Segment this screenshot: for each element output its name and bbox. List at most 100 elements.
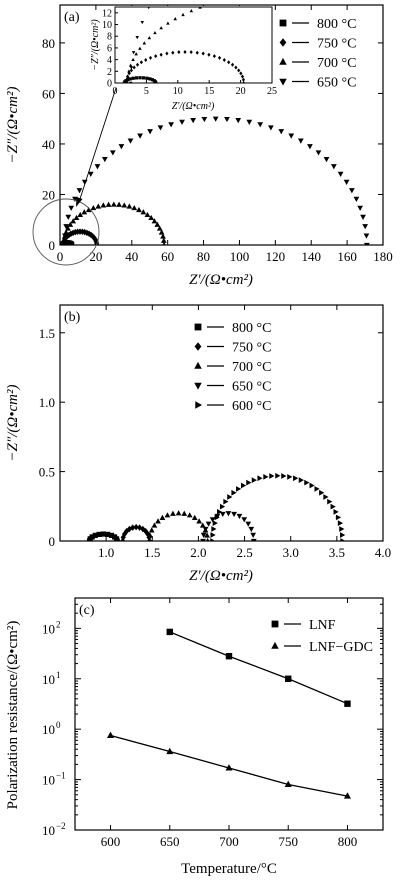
data-point — [199, 522, 206, 528]
x-tick-label: 0 — [57, 249, 64, 264]
data-point — [110, 201, 117, 207]
data-point — [92, 532, 98, 538]
x-tick-label: 650 — [160, 834, 180, 849]
data-point — [246, 479, 252, 486]
data-point — [148, 527, 155, 533]
legend-entry: 700 °C — [232, 360, 271, 375]
data-point — [225, 764, 233, 771]
data-point — [225, 653, 233, 660]
inset-data-point — [207, 52, 211, 57]
data-point — [126, 203, 133, 209]
x-tick-label: 20 — [89, 249, 102, 264]
x-tick-label: 120 — [266, 249, 286, 264]
inset-data-point — [154, 81, 158, 83]
data-point — [257, 122, 264, 128]
data-point — [154, 221, 161, 227]
data-point — [281, 473, 287, 479]
inset-data-point — [138, 46, 142, 50]
inset-data-point — [227, 60, 231, 65]
x-tick-label: 3.0 — [283, 545, 299, 560]
data-point — [353, 196, 360, 202]
data-point — [285, 675, 292, 682]
data-point — [166, 747, 174, 755]
x-tick-label: 4.0 — [375, 545, 391, 560]
data-point — [257, 475, 263, 482]
data-point — [225, 511, 232, 517]
data-point — [147, 129, 153, 135]
data-point — [109, 150, 116, 156]
data-point — [248, 526, 255, 533]
data-point — [333, 509, 339, 515]
data-point — [181, 510, 188, 516]
data-point — [61, 237, 67, 243]
data-point — [89, 534, 95, 540]
data-point — [151, 218, 158, 224]
panel-c-xlabel: Temperature/°C — [181, 861, 277, 877]
inset-data-point — [144, 57, 148, 62]
data-point — [133, 523, 139, 531]
data-point — [100, 531, 106, 537]
inset-data-point — [134, 52, 138, 56]
data-point — [250, 532, 257, 538]
data-point — [209, 517, 216, 523]
data-point — [284, 780, 292, 788]
data-point — [94, 164, 101, 170]
data-point — [263, 474, 269, 480]
y-tick-label: 0 — [49, 238, 56, 253]
data-point — [200, 538, 206, 541]
inset-data-point — [139, 60, 143, 65]
legend-marker — [279, 19, 287, 27]
legend-entry: 650 °C — [232, 380, 271, 395]
data-point — [160, 237, 167, 243]
x-tick-label: 160 — [337, 249, 357, 264]
panel-a-label: (a) — [64, 10, 80, 25]
data-point — [131, 204, 138, 211]
data-point — [288, 133, 295, 139]
inset-data-point — [217, 55, 222, 60]
inset-x-tick-label: 0 — [113, 86, 118, 97]
inset-data-point — [201, 51, 205, 56]
data-point — [191, 514, 198, 520]
legend-marker — [271, 641, 279, 649]
data-point — [164, 512, 171, 518]
data-point — [137, 133, 143, 139]
x-tick-label: 1.5 — [144, 545, 160, 560]
y-tick-exponent: 2 — [56, 619, 61, 629]
legend-entry: 750 °C — [317, 37, 356, 52]
data-point — [118, 144, 125, 150]
legend-entry: 700 °C — [317, 56, 356, 71]
data-point — [63, 229, 69, 235]
data-point — [77, 211, 84, 218]
data-point — [314, 486, 320, 492]
y-tick-label: 40 — [42, 137, 55, 152]
data-point — [179, 119, 185, 125]
inset-data-point — [147, 36, 152, 40]
data-point — [275, 472, 281, 479]
inset-x-tick-label: 5 — [144, 86, 149, 97]
inset-data-point — [140, 20, 145, 25]
data-point — [337, 171, 344, 177]
inset-data-point — [241, 77, 246, 82]
data-point — [190, 118, 196, 124]
y-tick-label: 20 — [42, 187, 55, 202]
data-point — [217, 509, 223, 515]
data-point — [241, 482, 247, 489]
data-point — [186, 512, 193, 518]
data-point — [88, 231, 94, 239]
data-point — [219, 511, 226, 518]
legend-marker — [194, 361, 202, 369]
y-tick-exponent: 1 — [56, 670, 61, 680]
inset-data-point — [148, 77, 152, 81]
data-point — [297, 138, 304, 144]
inset-data-point — [129, 66, 134, 70]
data-point — [246, 119, 253, 125]
inset-data-point — [189, 50, 193, 55]
data-point — [108, 532, 115, 538]
legend-marker — [279, 38, 287, 47]
data-point — [287, 474, 293, 480]
inset-data-point — [145, 76, 149, 80]
inset-data-point — [234, 65, 238, 70]
y-tick-label: 1.5 — [39, 326, 55, 341]
inset-data-point — [135, 35, 139, 40]
